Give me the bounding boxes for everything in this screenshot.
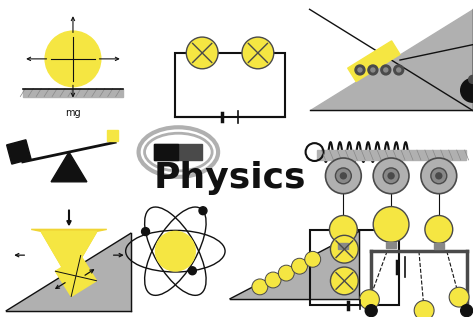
Bar [434, 243, 444, 249]
Text: mg: mg [65, 108, 81, 118]
Circle shape [359, 290, 379, 309]
Polygon shape [310, 9, 473, 110]
Circle shape [252, 279, 268, 295]
Circle shape [384, 68, 388, 72]
Circle shape [142, 228, 149, 236]
Polygon shape [230, 232, 359, 299]
Circle shape [326, 158, 361, 194]
Circle shape [373, 158, 409, 194]
Circle shape [421, 158, 457, 194]
Polygon shape [31, 229, 107, 279]
Circle shape [358, 68, 362, 72]
Polygon shape [6, 233, 131, 311]
Circle shape [292, 258, 308, 274]
Circle shape [414, 301, 434, 318]
Circle shape [199, 207, 207, 215]
Circle shape [188, 267, 196, 275]
Circle shape [365, 305, 377, 317]
Bar [107, 130, 118, 141]
Circle shape [242, 37, 274, 69]
Circle shape [383, 168, 399, 184]
Circle shape [265, 272, 281, 288]
Bar [7, 140, 31, 164]
Circle shape [469, 75, 474, 83]
Circle shape [330, 235, 358, 263]
Polygon shape [348, 41, 400, 82]
Circle shape [340, 173, 346, 179]
Circle shape [305, 251, 321, 267]
Circle shape [371, 68, 375, 72]
Bar [317, 150, 465, 160]
Bar [310, 230, 399, 305]
Circle shape [336, 168, 351, 184]
Polygon shape [51, 152, 87, 182]
Circle shape [355, 65, 365, 75]
Circle shape [397, 68, 401, 72]
Circle shape [461, 305, 473, 317]
Circle shape [278, 265, 294, 281]
Circle shape [329, 216, 357, 243]
Polygon shape [41, 232, 97, 279]
Circle shape [155, 232, 195, 271]
Circle shape [373, 207, 409, 242]
Polygon shape [55, 255, 97, 296]
Circle shape [461, 79, 474, 102]
Circle shape [394, 65, 404, 75]
Circle shape [381, 65, 391, 75]
Circle shape [330, 267, 358, 295]
Circle shape [45, 31, 101, 86]
Circle shape [431, 168, 447, 184]
Bar [155, 144, 202, 160]
Circle shape [186, 37, 218, 69]
Bar [155, 144, 178, 160]
Bar [175, 53, 285, 117]
Bar [386, 242, 396, 248]
Circle shape [449, 287, 469, 307]
Circle shape [425, 216, 453, 243]
Circle shape [368, 65, 378, 75]
Text: Physics: Physics [154, 161, 306, 195]
Circle shape [436, 173, 442, 179]
Bar [338, 243, 348, 249]
Circle shape [388, 173, 394, 179]
Bar [23, 89, 123, 97]
